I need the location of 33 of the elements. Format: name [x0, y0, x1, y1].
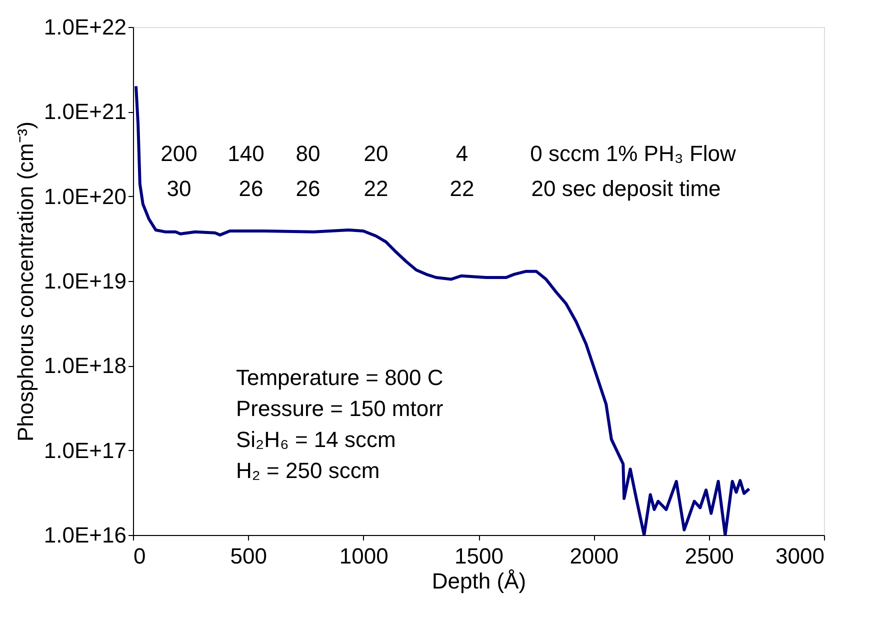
- x-tick-label: 1000: [339, 544, 388, 568]
- annotation: 140: [228, 141, 264, 166]
- x-tick-label: 3000: [776, 544, 824, 568]
- annotation: 20: [364, 141, 388, 166]
- annotation: 200: [160, 141, 198, 166]
- x-tick-label: 1500: [454, 544, 504, 568]
- annotation: Si₂H₆ = 14 sccm: [236, 427, 396, 452]
- line-series: [134, 84, 751, 535]
- annotation: 0 sccm 1% PH₃ Flow: [530, 141, 736, 166]
- y-tick-label: 1.0E+21: [44, 99, 126, 124]
- x-tick-label: 500: [230, 544, 268, 568]
- y-tick-label: 1.0E+18: [44, 353, 126, 378]
- y-axis-title: Phosphorus concentration (cm⁻³): [12, 121, 38, 442]
- y-tick-label: 1.0E+17: [44, 438, 126, 463]
- y-tick-label: 1.0E+20: [44, 184, 126, 209]
- annotation: Pressure = 150 mtorr: [236, 396, 444, 421]
- annotation: 22: [450, 176, 474, 201]
- annotation: 26: [296, 176, 320, 201]
- annotation: 26: [238, 176, 264, 201]
- x-tick-label: 0: [134, 544, 146, 568]
- annotation: 30: [166, 176, 192, 201]
- x-axis-title: Depth (Å): [432, 568, 526, 594]
- x-tick-label: 2500: [684, 544, 734, 568]
- y-tick-label: 1.0E+16: [44, 522, 126, 548]
- annotation: 20 sec deposit time: [531, 176, 721, 201]
- y-tick-label: 1.0E+19: [44, 268, 126, 294]
- annotation: 4: [456, 141, 468, 166]
- annotation: 80: [296, 141, 320, 166]
- y-tick-label: 1.0E+22: [44, 14, 126, 40]
- annotation: 22: [364, 176, 388, 201]
- annotation: H₂ = 250 sccm: [236, 458, 380, 483]
- x-tick-label: 2000: [570, 544, 619, 568]
- annotation: Temperature = 800 C: [236, 365, 444, 390]
